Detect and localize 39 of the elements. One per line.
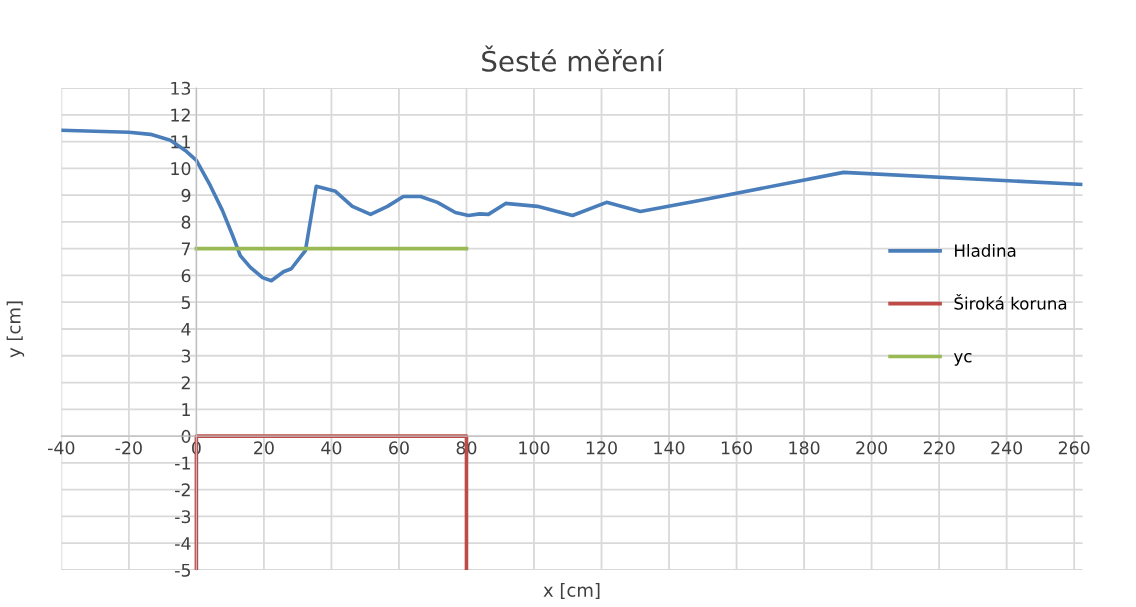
y-tick-label: -4 (175, 537, 191, 550)
y-tick-label: -5 (175, 563, 191, 577)
x-tick-label: 220 (923, 441, 955, 455)
x-tick-label: 200 (856, 441, 888, 455)
y-tick-label: -2 (175, 483, 190, 497)
y-tick-label: 7 (181, 242, 191, 256)
y-tick-label: 12 (171, 108, 190, 122)
x-tick-label: 140 (654, 441, 685, 455)
y-tick-label: 5 (181, 296, 191, 310)
y-tick-label: 9 (181, 188, 191, 202)
y-tick-label: 4 (181, 322, 191, 336)
y-tick-label: 13 (171, 81, 191, 95)
y-tick-label: 0 (181, 429, 191, 443)
y-axis-title: y [cm] (6, 301, 25, 358)
x-tick-label: -40 (48, 441, 75, 455)
chart-title: Šesté měření (482, 45, 665, 72)
x-tick-label: -20 (115, 441, 142, 455)
y-tick-label: -1 (175, 456, 190, 470)
y-tick-label: -3 (175, 510, 191, 524)
y-tick-label: 10 (171, 162, 191, 176)
legend-label: yc (953, 352, 972, 366)
y-tick-label: 8 (181, 215, 191, 229)
legend-label: Široká koruna (954, 294, 1067, 310)
x-tick-label: 20 (254, 441, 274, 455)
x-tick-label: 240 (991, 441, 1023, 455)
x-tick-label: 160 (721, 441, 752, 455)
x-tick-label: 100 (519, 441, 550, 455)
x-tick-label: 120 (586, 441, 617, 455)
x-tick-label: 60 (389, 441, 409, 455)
x-tick-label: 180 (789, 441, 820, 455)
y-tick-label: 3 (181, 349, 191, 363)
x-tick-label: 260 (1058, 441, 1090, 455)
legend-label: Hladina (955, 244, 1016, 257)
y-tick-label: 1 (182, 403, 190, 416)
y-tick-label: 2 (181, 376, 190, 390)
line-series (61, 128, 1083, 283)
y-tick-label: 6 (181, 269, 191, 283)
x-axis-title: x [cm] (543, 582, 600, 600)
x-tick-label: 40 (321, 441, 342, 455)
